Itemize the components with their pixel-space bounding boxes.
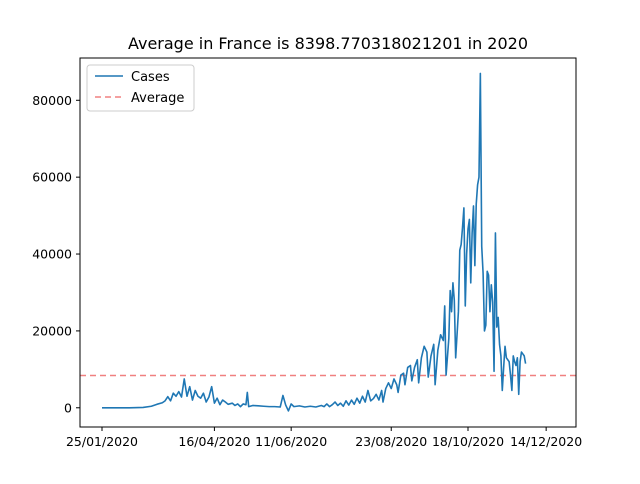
x-tick-label: 23/08/2020	[355, 434, 427, 449]
x-tick-label: 18/10/2020	[432, 434, 504, 449]
x-tick-label: 16/04/2020	[178, 434, 250, 449]
x-axis: 25/01/2020 16/04/2020 11/06/2020 23/08/2020…	[66, 427, 582, 449]
y-tick-label: 80000	[32, 93, 72, 108]
y-tick-label: 20000	[32, 323, 72, 338]
x-tick-label: 25/01/2020	[66, 434, 138, 449]
legend-label-average: Average	[131, 91, 184, 106]
y-axis: 0 20000 40000 60000 80000	[32, 93, 80, 415]
plot-frame	[79, 57, 577, 428]
cases-line	[102, 72, 527, 412]
y-tick-label: 0	[64, 400, 72, 415]
x-tick-label: 11/06/2020	[255, 434, 327, 449]
y-tick-label: 40000	[32, 247, 72, 262]
legend: Cases Average	[86, 64, 195, 112]
y-tick-label: 60000	[32, 170, 72, 185]
series-layer	[102, 72, 527, 412]
x-tick-label: 14/12/2020	[510, 434, 582, 449]
chart-title: Average in France is 8398.770318021201 i…	[128, 34, 528, 53]
legend-label-cases: Cases	[131, 70, 170, 85]
